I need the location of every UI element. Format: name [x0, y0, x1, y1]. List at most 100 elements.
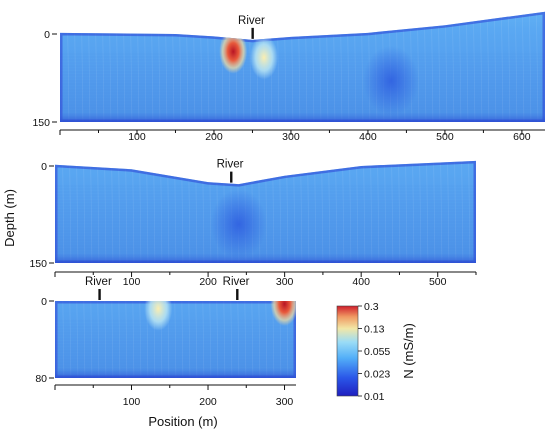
texture-line: [89, 160, 93, 263]
texture-line: [528, 11, 532, 123]
texture-line: [353, 11, 357, 123]
texture-line: [131, 160, 135, 263]
river-marker: [230, 171, 233, 183]
x-tick-label: 400: [359, 131, 377, 143]
texture-line: [229, 301, 233, 378]
texture-line: [143, 11, 147, 123]
texture-line: [339, 11, 343, 123]
texture-line: [437, 11, 441, 123]
x-tick-label: 500: [429, 276, 447, 288]
texture-line: [208, 160, 212, 263]
texture-line: [243, 301, 247, 378]
texture-line: [157, 11, 161, 123]
section-fill: [55, 301, 296, 378]
x-tick-label: 200: [205, 131, 223, 143]
x-axis-label: Position (m): [148, 414, 217, 429]
texture-line: [425, 160, 429, 263]
river-annotation: River: [238, 15, 265, 27]
texture-line: [467, 160, 471, 263]
colorbar-tick-label: 0.3: [364, 301, 379, 313]
colorbar-tick-label: 0.01: [364, 391, 385, 403]
y-tick-label: 150: [32, 117, 50, 129]
texture-line: [325, 11, 329, 123]
y-tick-label: 80: [35, 373, 47, 385]
river-marker: [251, 27, 254, 39]
texture-line: [341, 160, 345, 263]
river-marker: [236, 289, 239, 300]
texture-line: [472, 11, 476, 123]
texture-line: [82, 301, 86, 378]
texture-line: [180, 301, 184, 378]
texture-line: [248, 11, 252, 123]
colorbar-tick-label: 0.055: [364, 346, 390, 358]
texture-line: [369, 160, 373, 263]
texture-line: [334, 160, 338, 263]
x-tick-label: 300: [282, 131, 300, 143]
colorbar-label: N (mS/m): [401, 323, 416, 379]
texture-line: [103, 301, 107, 378]
texture-line: [362, 160, 366, 263]
texture-line: [297, 11, 301, 123]
panel-middle: 100 200 300 400 500 0 150 River: [29, 159, 477, 288]
texture-line: [222, 301, 226, 378]
texture-line: [145, 160, 149, 263]
texture-line: [313, 160, 317, 263]
texture-line: [423, 11, 427, 123]
texture-line: [101, 11, 105, 123]
texture-line: [173, 301, 177, 378]
texture-line: [327, 160, 331, 263]
texture-line: [416, 11, 420, 123]
texture-line: [439, 160, 443, 263]
texture-line: [194, 301, 198, 378]
texture-line: [199, 11, 203, 123]
texture-line: [75, 301, 79, 378]
anomaly-high: [270, 301, 296, 326]
texture-line: [236, 301, 240, 378]
texture-line: [444, 11, 448, 123]
river-annotation: River: [85, 276, 112, 288]
y-tick-label: 150: [29, 258, 47, 270]
texture-line: [61, 160, 65, 263]
texture-line: [201, 160, 205, 263]
texture-line: [124, 160, 128, 263]
texture-line: [418, 160, 422, 263]
texture-line: [311, 11, 315, 123]
texture-line: [500, 11, 504, 123]
texture-line: [187, 160, 191, 263]
texture-line: [465, 11, 469, 123]
bottom-band: [60, 112, 545, 123]
bottom-band: [55, 368, 296, 378]
texture-line: [390, 160, 394, 263]
texture-line: [521, 11, 525, 123]
river-annotation: River: [217, 159, 244, 171]
texture-line: [152, 160, 156, 263]
texture-line: [124, 301, 128, 378]
section-body: [55, 160, 476, 263]
texture-line: [171, 11, 175, 123]
texture-line: [376, 160, 380, 263]
texture-line: [276, 11, 280, 123]
texture-line: [432, 160, 436, 263]
texture-line: [318, 11, 322, 123]
texture-line: [115, 11, 119, 123]
texture-line: [150, 11, 154, 123]
texture-line: [397, 160, 401, 263]
texture-line: [96, 160, 100, 263]
texture-line: [215, 301, 219, 378]
texture-line: [493, 11, 497, 123]
panel-top: 100 200 300 400 500 600 0 150 River: [32, 11, 545, 143]
anomaly-low: [363, 45, 420, 116]
anomaly-high: [219, 29, 248, 74]
bottom-band: [55, 253, 476, 263]
texture-line: [486, 11, 490, 123]
texture-line: [479, 11, 483, 123]
river-marker: [98, 289, 101, 300]
texture-line: [68, 301, 72, 378]
texture-line: [257, 301, 261, 378]
texture-line: [299, 160, 303, 263]
x-tick-label: 100: [123, 396, 141, 408]
texture-line: [346, 11, 350, 123]
texture-line: [66, 11, 70, 123]
texture-line: [138, 301, 142, 378]
texture-line: [290, 11, 294, 123]
